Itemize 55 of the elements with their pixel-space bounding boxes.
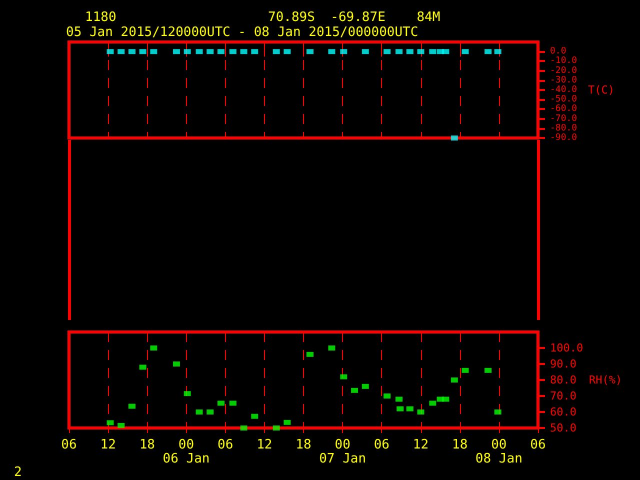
y-axis-title: RH(%)	[589, 374, 622, 386]
y-tick-label: -60.0	[550, 104, 578, 114]
point	[139, 364, 146, 370]
y-tick-label: -70.0	[550, 114, 578, 124]
x-tick-label: 18	[139, 438, 155, 452]
x-tick-label: 18	[296, 438, 312, 452]
point	[217, 400, 224, 406]
x-tick-label: 00 07 Jan	[319, 438, 366, 466]
point	[396, 396, 403, 402]
point	[284, 420, 291, 425]
point	[484, 368, 492, 373]
y-tick-label: -80.0	[550, 123, 578, 134]
y-tick-label: 50.0	[550, 422, 576, 434]
x-tick-label: 12	[100, 438, 116, 452]
text: 2	[14, 465, 22, 480]
point	[362, 384, 369, 389]
y-tick-label: 60.0	[550, 406, 576, 418]
point	[429, 400, 436, 406]
point	[184, 391, 191, 396]
point	[106, 420, 114, 426]
y-tick-label: -50.0	[550, 94, 578, 105]
y-tick-label: -30.0	[550, 75, 578, 86]
point	[251, 414, 258, 419]
point	[396, 406, 404, 412]
point	[406, 406, 414, 412]
x-tick-label: 06	[374, 438, 390, 452]
chart-subtitle: 05 Jan 2015/120000UTC - 08 Jan 2015/000000UTC	[66, 25, 418, 40]
x-tick-label: 18	[452, 438, 468, 452]
y-tick-label: -40.0	[550, 85, 578, 95]
x-tick-label: 00 06 Jan	[162, 438, 210, 466]
y-tick-label: -20.0	[550, 66, 578, 76]
y-tick-label: 100.0	[550, 342, 584, 354]
text: 70.89S -69.87E 84M	[268, 10, 440, 25]
y-tick-label: -90.0	[550, 133, 578, 143]
x-tick-label: 12	[412, 438, 429, 452]
x-tick-label: 00 08 Jan	[475, 438, 522, 466]
y-axis-title: T(C)	[588, 84, 614, 96]
y-tick-label: -10.0	[550, 56, 578, 66]
point	[306, 352, 314, 357]
y-tick-label: 80.0	[550, 374, 576, 386]
point	[462, 368, 469, 373]
x-tick-label: 12	[256, 438, 272, 452]
y-tick-label: 0.0	[550, 46, 566, 57]
x-tick-label: 06	[61, 438, 77, 452]
point	[351, 388, 358, 393]
point	[442, 396, 450, 402]
point	[229, 400, 236, 406]
point	[118, 422, 125, 428]
y-tick-label: 70.0	[550, 390, 576, 402]
chart-title: 1180	[85, 10, 116, 25]
x-tick-label: 06	[218, 438, 234, 452]
point	[340, 374, 348, 380]
x-tick-label: 06	[530, 438, 546, 452]
y-tick-label: 90.0	[550, 358, 576, 370]
point	[128, 404, 136, 409]
